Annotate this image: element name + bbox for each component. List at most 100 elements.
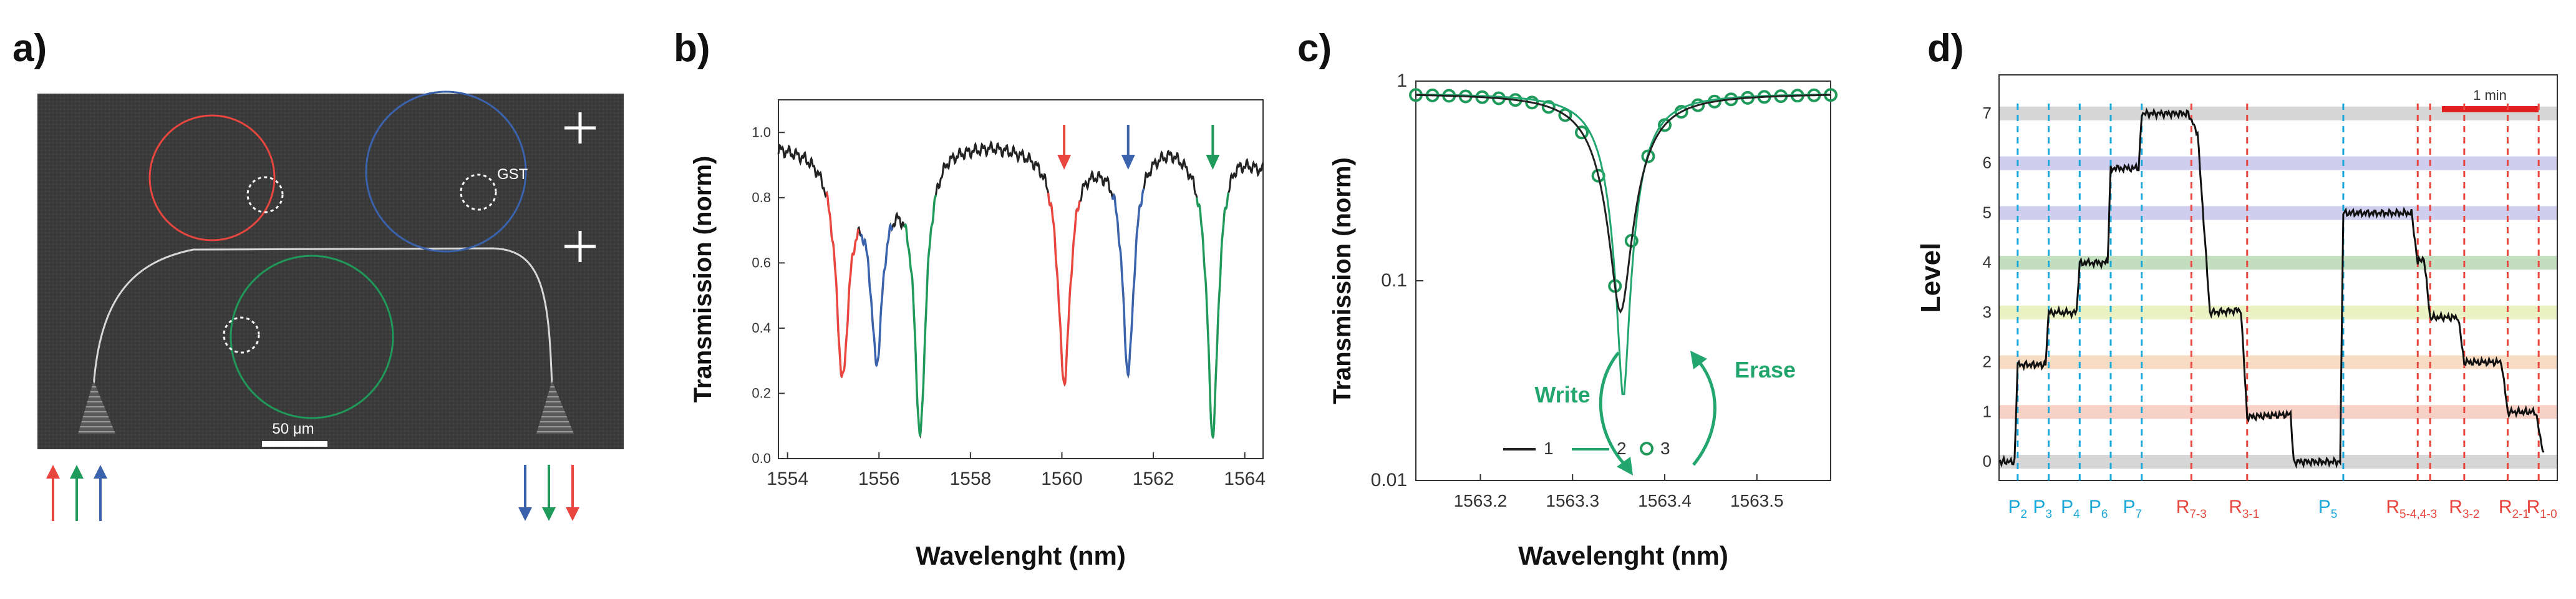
pulse-label-subscript: 2 [2021, 508, 2028, 521]
pulse-label-base: P [2123, 497, 2136, 517]
write-annotation: Write [1534, 382, 1590, 407]
plus-icon [564, 231, 596, 262]
plus-icon [564, 112, 596, 144]
y-tick-label: 0.01 [1371, 470, 1407, 490]
series-1-line [1415, 94, 1831, 314]
legend-marker-3 [1640, 442, 1654, 455]
x-tick-label: 1563.2 [1454, 491, 1508, 510]
pulse-label-5: R7-3 [2176, 497, 2207, 521]
resonance-dip-green-2 [903, 194, 937, 437]
x-tick-label: 1560 [1041, 469, 1083, 489]
bus-waveguide [92, 247, 553, 387]
pulse-label-0: P2 [2008, 497, 2028, 521]
erase-annotation: Erase [1735, 357, 1796, 382]
resonance-dip-blue-1 [859, 223, 894, 368]
series-3-point [1691, 98, 1705, 112]
y-tick-label: 3 [1983, 303, 1992, 321]
pulse-label-6: R3-1 [2229, 497, 2259, 521]
pulse-label-9: R3-2 [2449, 497, 2479, 521]
arrow-head-out-2 [566, 507, 579, 521]
pulse-label-subscript: 6 [2101, 508, 2108, 521]
resonance-arrow-head-2 [1206, 155, 1220, 170]
arrow-head-in-2 [94, 465, 107, 479]
plot-frame [1998, 74, 2558, 481]
pulse-label-base: P [2318, 497, 2331, 517]
pulse-label-subscript: 4 [2073, 508, 2080, 521]
y-tick-label: 7 [1983, 104, 1992, 122]
y-tick-label: 2 [1983, 353, 1992, 371]
panel-label-c: c) [1297, 27, 1332, 70]
pulse-label-subscript: 7-3 [2189, 508, 2206, 521]
pulse-label-subscript: 5-4,4-3 [2399, 508, 2437, 521]
plot-frame [1415, 80, 1831, 481]
y-tick-label: 1.0 [752, 124, 771, 140]
x-tick-label: 1556 [858, 469, 900, 489]
series-3-point [1641, 149, 1655, 163]
panel-label-b: b) [674, 27, 710, 70]
resonance-dip-red-0 [825, 192, 859, 378]
y-tick-label: 0.1 [1381, 270, 1407, 291]
transmission-trace [777, 140, 1264, 439]
panel-b-chart: 0.0 0.2 0.4 0.6 0.8 1.0 1554 1556 1558 1560 1562 15… [689, 99, 1266, 570]
input-output-arrows [46, 465, 579, 521]
legend-label-2: 2 [1617, 439, 1627, 458]
pulse-label-base: R [2229, 497, 2242, 517]
y-tick-label: 6 [1983, 153, 1992, 172]
y-axis-label: Level [1915, 243, 1946, 313]
pulse-label-base: P [2008, 497, 2021, 517]
x-tick-label: 1563.3 [1546, 491, 1599, 510]
legend-label-1: 1 [1544, 439, 1554, 458]
pulse-label-8: R5-4,4-3 [2386, 497, 2437, 521]
gst-cell-3 [223, 316, 260, 354]
time-scale-bar [2442, 106, 2539, 112]
write-arrow [1599, 351, 1629, 469]
ring-resonator-red [148, 114, 276, 241]
y-axis-label: Transmission (norm) [689, 156, 717, 403]
x-tick-label: 1558 [949, 469, 991, 489]
resonance-arrow-head-1 [1121, 155, 1135, 170]
pulse-label-base: P [2089, 497, 2101, 517]
series-3-point [1558, 108, 1572, 122]
pulse-label-subscript: 1-0 [2540, 508, 2557, 521]
level-trace [1998, 107, 2545, 469]
arrow-head-out-1 [542, 507, 556, 521]
series-3-point [1575, 125, 1589, 140]
series-2-line [1415, 93, 1831, 396]
y-tick-label: 0.2 [752, 385, 771, 401]
x-axis-label: Wavelenght (nm) [1518, 541, 1728, 570]
gst-cell-2 [460, 173, 497, 211]
legend-label-3: 3 [1660, 439, 1670, 458]
arrow-head-in-1 [70, 465, 84, 479]
y-tick-label: 0.8 [752, 190, 771, 205]
pulse-label-1: P3 [2033, 497, 2052, 521]
time-scale-label: 1 min [2473, 87, 2507, 103]
pulse-label-11: R1-0 [2527, 497, 2557, 521]
x-axis-label: Wavelenght (nm) [916, 541, 1126, 570]
resonance-dip-blue-4 [1111, 188, 1145, 378]
resonance-arrow-head-0 [1057, 155, 1072, 170]
series-3-point [1541, 100, 1556, 114]
y-tick-label: 1 [1397, 71, 1407, 91]
pulse-label-2: P4 [2061, 497, 2080, 521]
x-tick-label: 1554 [767, 469, 808, 489]
panel-label-d: d) [1927, 27, 1964, 70]
pulse-label-base: P [2061, 497, 2073, 517]
y-tick-label: 1 [1983, 402, 1992, 421]
series-3-point [1525, 95, 1539, 110]
pulse-label-base: R [2386, 497, 2399, 517]
pulse-label-base: R [2449, 497, 2462, 517]
panel-c-chart: 0.01 0.1 1 1563.2 1563.3 1563.4 1563.5 Waveleng… [1329, 71, 1838, 570]
level-band-5 [2000, 206, 2557, 220]
gst-label: GST [497, 166, 528, 183]
x-tick-label: 1563.4 [1638, 491, 1692, 510]
gst-cell-1 [246, 176, 284, 213]
pulse-label-subscript: 3 [2045, 508, 2052, 521]
pulse-label-subscript: 5 [2331, 508, 2338, 521]
pulse-label-10: R2-1 [2499, 497, 2529, 521]
x-tick-label: 1562 [1133, 469, 1174, 489]
y-tick-label: 4 [1983, 253, 1992, 271]
grating-coupler-left [78, 381, 115, 434]
